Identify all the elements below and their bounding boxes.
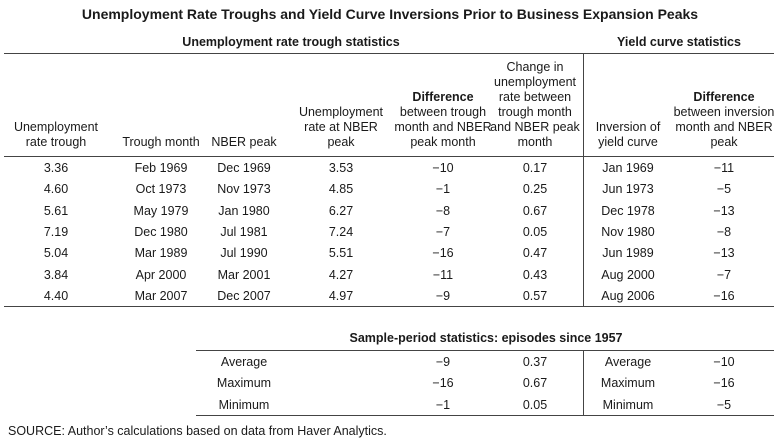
cell-change-rate: 0.25 — [522, 182, 548, 197]
cell-diff-months: −7 — [435, 224, 451, 239]
table-title: Unemployment Rate Troughs and Yield Curv… — [81, 6, 699, 22]
cell-diff-inversion: −11 — [713, 161, 735, 175]
sample-title: Sample-period statistics: episodes since… — [349, 331, 623, 345]
header-rate-at-peak: Unemployment rate at NBER peak — [298, 105, 384, 149]
cell-diff-inversion: −16 — [713, 288, 735, 303]
section-yield-curve-label: Yield curve statistics — [617, 35, 741, 49]
cell-nber-peak: Dec 1969 — [217, 161, 271, 175]
cell-inversion-month: Aug 2000 — [601, 267, 655, 282]
rule-sample-top — [196, 350, 774, 351]
cell-nber-peak: Jul 1981 — [220, 224, 268, 239]
cell-diff-inversion: −8 — [716, 224, 732, 239]
divider-sample — [583, 350, 584, 415]
sample-cell-diff-months: −16 — [432, 376, 454, 391]
rule-header — [4, 156, 774, 157]
sample-cell-stat-label: Maximum — [216, 376, 272, 391]
sample-cell-stat-label: Average — [220, 355, 268, 369]
cell-trough-rate: 5.61 — [43, 203, 69, 218]
cell-inversion-month: Dec 1978 — [601, 203, 655, 218]
cell-diff-inversion: −13 — [713, 203, 735, 218]
sample-cell-diff-inversion: −5 — [716, 397, 732, 412]
cell-inversion-month: Jun 1973 — [602, 182, 654, 197]
header-inversion-yield: Inversion of yield curve — [595, 120, 661, 149]
cell-rate-at-peak: 5.51 — [328, 246, 354, 261]
cell-diff-inversion: −5 — [716, 182, 732, 197]
header-diff-inversion-peak: Difference between inversion month and N… — [673, 90, 775, 149]
cell-inversion-month: Nov 1980 — [601, 224, 655, 239]
cell-trough-month: Mar 1989 — [134, 246, 188, 261]
cell-trough-month: May 1979 — [133, 203, 189, 218]
rule-bottom — [4, 306, 774, 307]
cell-rate-at-peak: 3.53 — [328, 161, 354, 175]
rule-sample-bottom — [196, 415, 774, 416]
cell-diff-months: −16 — [432, 246, 454, 261]
cell-change-rate: 0.47 — [522, 246, 548, 261]
cell-nber-peak: Jul 1990 — [220, 246, 268, 261]
cell-trough-month: Apr 2000 — [135, 267, 187, 282]
cell-rate-at-peak: 4.85 — [328, 182, 354, 197]
cell-nber-peak: Jan 1980 — [218, 203, 270, 218]
cell-rate-at-peak: 6.27 — [328, 203, 354, 218]
cell-trough-rate: 7.19 — [43, 224, 69, 239]
cell-diff-months: −11 — [432, 267, 454, 282]
divider-top — [583, 53, 584, 306]
cell-trough-rate: 5.04 — [43, 246, 69, 261]
source-note: SOURCE: Author’s calculations based on d… — [8, 424, 387, 438]
cell-diff-months: −10 — [432, 161, 454, 175]
cell-trough-month: Oct 1973 — [135, 182, 187, 197]
cell-change-rate: 0.43 — [522, 267, 548, 282]
cell-nber-peak: Dec 2007 — [217, 288, 271, 303]
cell-trough-rate: 4.40 — [43, 288, 69, 303]
header-diff-trough-peak: Difference between trough month and NBER… — [394, 90, 492, 149]
cell-trough-rate: 3.84 — [43, 267, 69, 282]
cell-inversion-month: Aug 2006 — [601, 288, 655, 303]
cell-change-rate: 0.67 — [522, 203, 548, 218]
cell-trough-rate: 3.36 — [43, 161, 69, 175]
cell-change-rate: 0.05 — [522, 224, 548, 239]
header-trough-month: Trough month — [122, 135, 200, 149]
sample-cell-stat-label-yield: Maximum — [600, 376, 656, 391]
cell-trough-rate: 4.60 — [43, 182, 69, 197]
rule-top — [4, 53, 774, 54]
sample-cell-diff-inversion: −10 — [713, 355, 735, 369]
sample-cell-change-rate: 0.67 — [522, 376, 548, 391]
cell-inversion-month: Jan 1969 — [602, 161, 654, 175]
cell-change-rate: 0.57 — [522, 288, 548, 303]
cell-inversion-month: Jun 1989 — [602, 246, 654, 261]
cell-trough-month: Dec 1980 — [134, 224, 188, 239]
cell-diff-inversion: −13 — [713, 246, 735, 261]
header-unemployment-trough: Unemployment rate trough — [13, 120, 99, 149]
sample-cell-change-rate: 0.05 — [522, 397, 548, 412]
sample-cell-stat-label: Minimum — [218, 397, 270, 412]
cell-diff-months: −1 — [435, 182, 451, 197]
header-nber-peak: NBER peak — [211, 135, 277, 149]
cell-rate-at-peak: 7.24 — [328, 224, 354, 239]
cell-diff-inversion: −7 — [716, 267, 732, 282]
cell-rate-at-peak: 4.97 — [328, 288, 354, 303]
sample-cell-diff-months: −9 — [435, 355, 451, 369]
cell-nber-peak: Nov 1973 — [217, 182, 271, 197]
sample-cell-diff-inversion: −16 — [713, 376, 735, 391]
cell-nber-peak: Mar 2001 — [217, 267, 271, 282]
header-change-unemployment: Change in unemployment rate between trou… — [490, 60, 580, 149]
cell-change-rate: 0.17 — [522, 161, 548, 175]
cell-diff-months: −9 — [435, 288, 451, 303]
section-unemployment-label: Unemployment rate trough statistics — [182, 35, 400, 49]
cell-trough-month: Feb 1969 — [134, 161, 188, 175]
sample-cell-change-rate: 0.37 — [522, 355, 548, 369]
sample-cell-stat-label-yield: Average — [604, 355, 652, 369]
sample-cell-diff-months: −1 — [435, 397, 451, 412]
cell-trough-month: Mar 2007 — [134, 288, 188, 303]
cell-diff-months: −8 — [435, 203, 451, 218]
sample-cell-stat-label-yield: Minimum — [602, 397, 654, 412]
cell-rate-at-peak: 4.27 — [328, 267, 354, 282]
